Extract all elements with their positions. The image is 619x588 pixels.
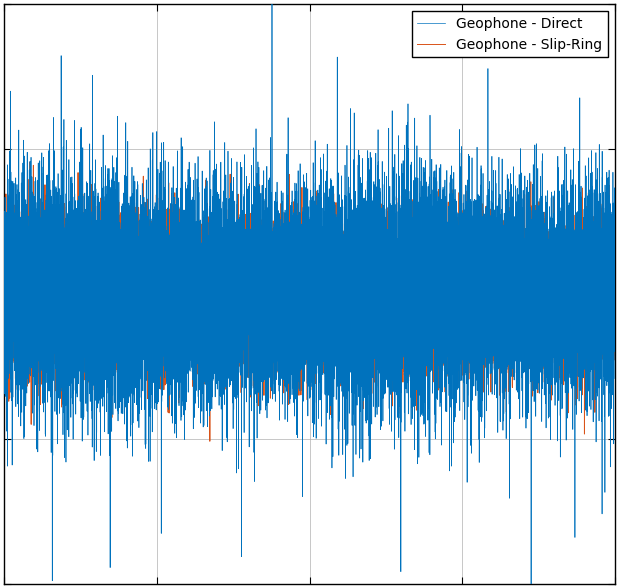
Legend: Geophone - Direct, Geophone - Slip-Ring: Geophone - Direct, Geophone - Slip-Ring (412, 11, 608, 57)
Geophone - Direct (1, 265, 8, 272)
Geophone - Slip-Ring (289, 248, 297, 255)
Geophone - Direct (611, 375, 618, 382)
Geophone - Slip-Ring (611, 280, 618, 288)
Geophone - Slip-Ring (1, 295, 8, 302)
Geophone - Direct (370, 216, 377, 223)
Geophone - Direct (438, 316, 445, 323)
Geophone - Slip-Ring (571, 319, 579, 326)
Geophone - Slip-Ring (392, 261, 400, 268)
Geophone - Direct (392, 270, 400, 278)
Geophone - Direct (153, 261, 160, 268)
Geophone - Direct (571, 225, 579, 232)
Geophone - Direct (289, 271, 297, 278)
Geophone - Slip-Ring (438, 326, 445, 333)
Line: Geophone - Slip-Ring: Geophone - Slip-Ring (4, 162, 615, 441)
Geophone - Slip-Ring (153, 245, 160, 252)
Line: Geophone - Direct: Geophone - Direct (4, 0, 615, 588)
Geophone - Slip-Ring (26, 159, 33, 166)
Geophone - Slip-Ring (206, 437, 214, 445)
Geophone - Slip-Ring (370, 302, 377, 309)
